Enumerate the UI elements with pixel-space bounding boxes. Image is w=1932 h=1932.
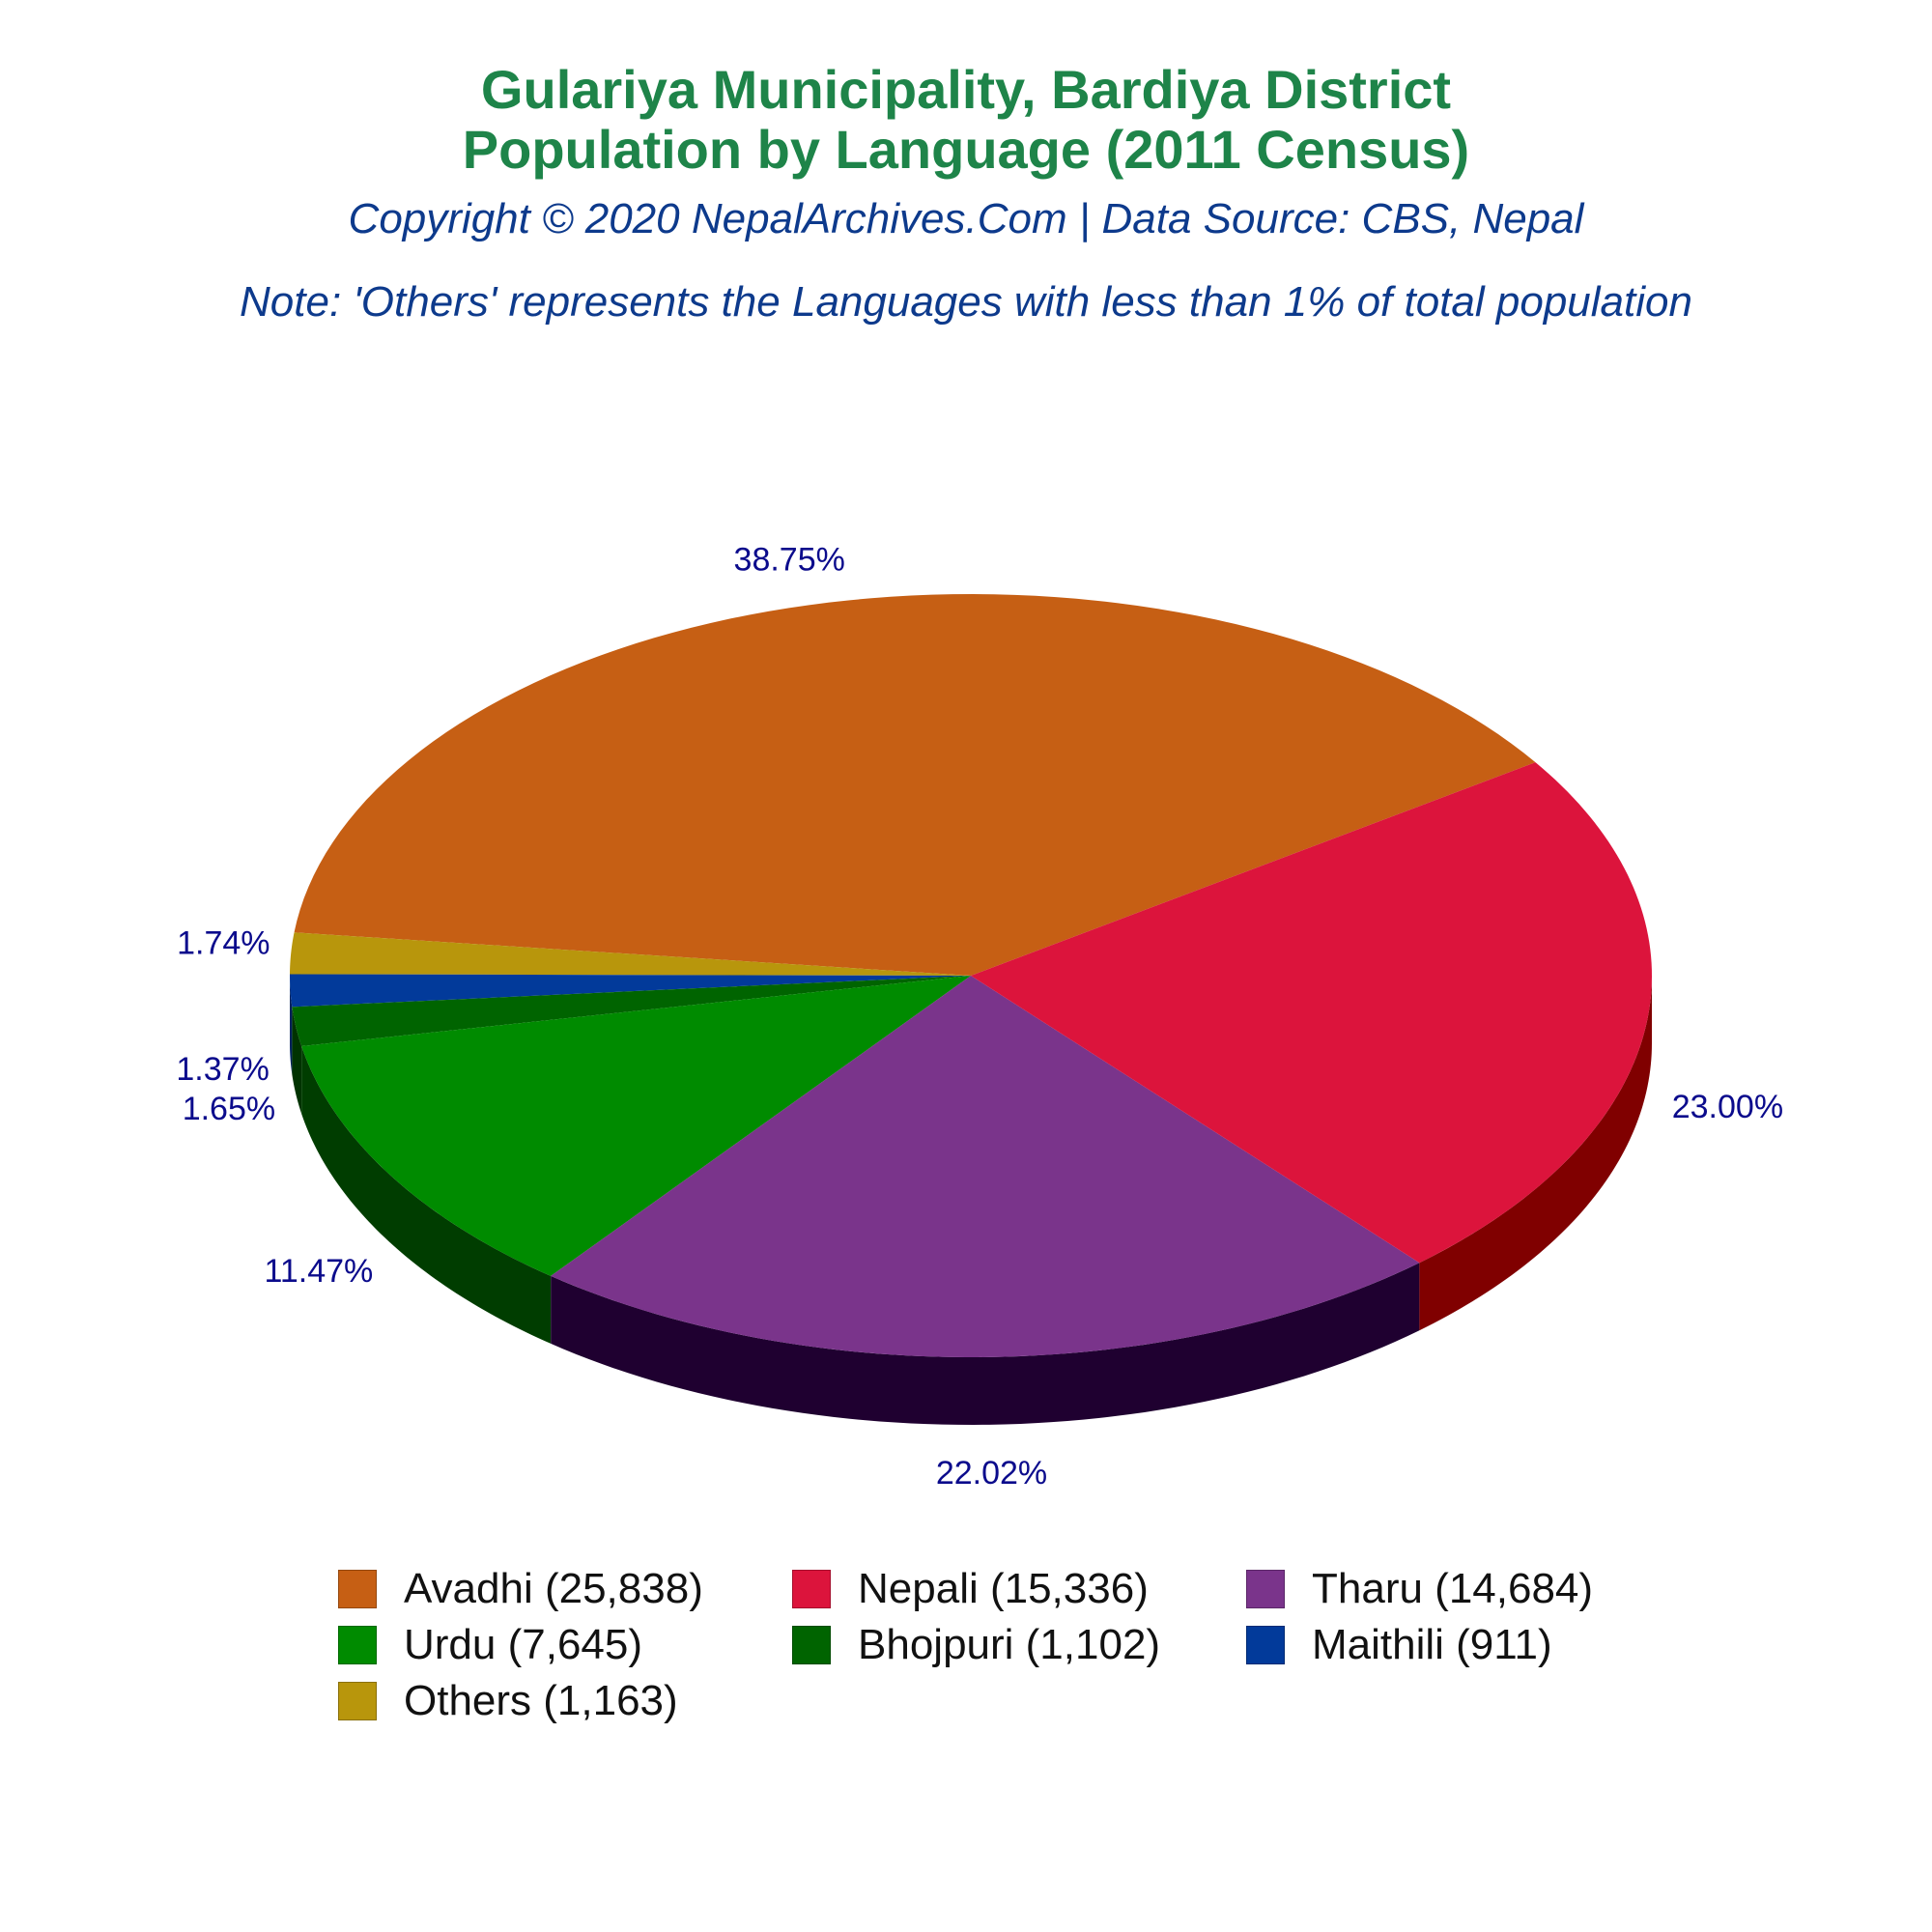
pie-slice-others bbox=[290, 932, 971, 976]
legend-label-others: Others (1,163) bbox=[404, 1677, 678, 1724]
pie-percent-labels: 38.75% 1.74% 1.37%1.65% 11.47% 22.02% 23.00% bbox=[176, 541, 1783, 1491]
legend-item-others: Others (1,163) bbox=[338, 1677, 678, 1725]
legend-swatch-urdu bbox=[338, 1626, 377, 1664]
percent-label-avadhi: 38.75% bbox=[734, 541, 845, 578]
pie-slice-urdu bbox=[301, 976, 971, 1276]
pie-slice-maithili bbox=[290, 974, 971, 1008]
legend-item-maithili: Maithili (911) bbox=[1246, 1621, 1552, 1669]
pie-slices bbox=[290, 594, 1652, 1357]
legend-swatch-others bbox=[338, 1682, 377, 1720]
legend-label-urdu: Urdu (7,645) bbox=[404, 1621, 643, 1668]
legend-label-nepali: Nepali (15,336) bbox=[858, 1565, 1149, 1612]
legend-swatch-maithili bbox=[1246, 1626, 1285, 1664]
legend-label-bhojpuri: Bhojpuri (1,102) bbox=[858, 1621, 1161, 1668]
chart-title-line-2: Population by Language (2011 Census) bbox=[462, 119, 1470, 180]
percent-label-urdu: 11.47% bbox=[265, 1253, 374, 1290]
pie-slice-tharu bbox=[551, 976, 1420, 1357]
percent-label-nepali: 23.00% bbox=[1672, 1089, 1783, 1125]
chart-subtitle: Copyright © 2020 NepalArchives.Com | Dat… bbox=[348, 195, 1584, 242]
pie-side-tharu bbox=[551, 1263, 1420, 1425]
chart-title-line-1: Gulariya Municipality, Bardiya District bbox=[480, 59, 1452, 120]
pie-side-urdu bbox=[301, 1045, 552, 1344]
pie-slice-bhojpuri bbox=[292, 976, 971, 1046]
pie-side-bhojpuri bbox=[292, 1007, 302, 1114]
legend-item-nepali: Nepali (15,336) bbox=[792, 1565, 1149, 1613]
chart-header: Gulariya Municipality, Bardiya District … bbox=[0, 60, 1932, 328]
legend-item-urdu: Urdu (7,645) bbox=[338, 1621, 642, 1669]
legend-label-tharu: Tharu (14,684) bbox=[1312, 1565, 1594, 1612]
legend-item-bhojpuri: Bhojpuri (1,102) bbox=[792, 1621, 1160, 1669]
legend-item-tharu: Tharu (14,684) bbox=[1246, 1565, 1593, 1613]
legend-label-maithili: Maithili (911) bbox=[1312, 1621, 1552, 1668]
legend-swatch-nepali bbox=[792, 1570, 831, 1608]
percent-label-bhojpuri: 1.65% bbox=[183, 1091, 275, 1127]
legend-item-avadhi: Avadhi (25,838) bbox=[338, 1565, 703, 1613]
chart-note: Note: 'Others' represents the Languages … bbox=[240, 278, 1692, 326]
pie-slice-avadhi bbox=[294, 594, 1536, 976]
legend-label-avadhi: Avadhi (25,838) bbox=[404, 1565, 703, 1612]
pie-side-walls bbox=[290, 976, 1652, 1425]
legend-swatch-avadhi bbox=[338, 1570, 377, 1608]
pie-slice-nepali bbox=[971, 762, 1652, 1264]
pie-side-maithili bbox=[290, 976, 293, 1075]
pie-side-nepali bbox=[1419, 976, 1652, 1331]
legend-swatch-bhojpuri bbox=[792, 1626, 831, 1664]
legend-swatch-tharu bbox=[1246, 1570, 1285, 1608]
percent-label-tharu: 22.02% bbox=[936, 1455, 1047, 1492]
percent-label-others: 1.74% bbox=[177, 924, 270, 961]
percent-label-maithili: 1.37% bbox=[176, 1051, 269, 1088]
